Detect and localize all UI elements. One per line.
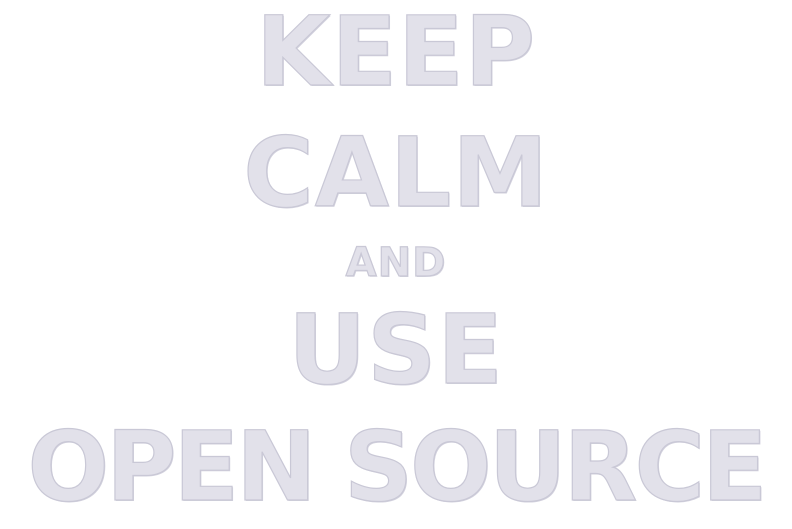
poster-line-open-source: OPEN SOURCE: [27, 411, 768, 523]
poster-line-calm: CALM: [243, 117, 549, 229]
poster-line-keep: KEEP: [255, 0, 536, 108]
poster-line-use: USE: [288, 294, 504, 406]
poster-line-and: AND: [345, 240, 447, 286]
